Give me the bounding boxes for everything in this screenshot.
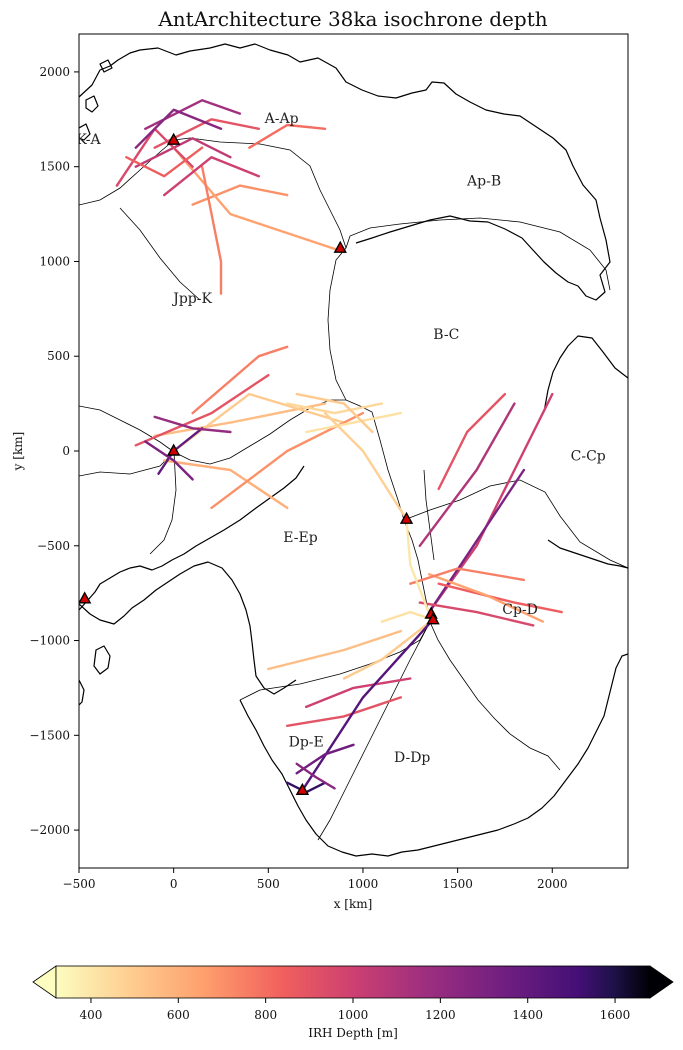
radar-track xyxy=(323,411,408,521)
radar-track xyxy=(418,601,535,627)
x-tick-label: 500 xyxy=(257,877,280,891)
radar-track xyxy=(295,762,336,790)
x-tick-label: −500 xyxy=(63,877,96,891)
radar-track xyxy=(134,374,270,447)
colorbar-extend-low xyxy=(32,965,57,999)
radar-track xyxy=(409,567,526,585)
y-axis-label: y [km] xyxy=(11,432,25,472)
colorbar-tick-label: 800 xyxy=(254,1008,277,1022)
radar-track xyxy=(380,610,435,623)
radar-track xyxy=(428,468,526,614)
coastline xyxy=(79,43,628,857)
radar-track xyxy=(153,402,327,437)
region-label: C-Cp xyxy=(571,449,606,465)
y-tick-label: −1500 xyxy=(29,728,70,742)
map-area: K-A A-Ap Ap-B Jpp-K B-C C-Cp E-Ep Cp-D Dp-E D-Dp xyxy=(76,43,628,857)
y-tick-label: 1000 xyxy=(39,254,70,268)
region-label: Cp-D xyxy=(502,602,538,618)
colorbar-ticks: 400 600 800 1000 1200 1400 1600 xyxy=(79,998,630,1022)
colorbar-tick-label: 1200 xyxy=(425,1008,456,1022)
radar-track xyxy=(200,165,223,295)
radar-track xyxy=(125,146,204,178)
region-label: E-Ep xyxy=(283,530,317,546)
radar-track xyxy=(163,156,260,197)
ice-core-marker xyxy=(166,443,181,456)
region-label: Dp-E xyxy=(289,735,324,751)
radar-track xyxy=(342,618,435,680)
colorbar-tick-label: 600 xyxy=(167,1008,190,1022)
radar-track xyxy=(428,573,544,623)
radar-track xyxy=(172,392,346,453)
radar-track xyxy=(418,402,516,547)
y-tick-label: 500 xyxy=(47,349,70,363)
radar-track xyxy=(144,440,194,481)
radar-track xyxy=(305,677,412,709)
radar-track xyxy=(134,137,232,168)
colorbar-tick-label: 1400 xyxy=(512,1008,543,1022)
x-tick-label: 0 xyxy=(170,877,178,891)
colorbar-tick-label: 1000 xyxy=(338,1008,369,1022)
radar-tracks xyxy=(115,99,563,794)
region-label: D-Dp xyxy=(394,750,430,766)
region-label: Jpp-K xyxy=(171,291,212,307)
region-label: B-C xyxy=(433,327,459,343)
radar-track xyxy=(301,618,435,792)
radar-track xyxy=(153,415,232,434)
y-tick-label: −2000 xyxy=(29,823,70,837)
region-labels: K-A A-Ap Ap-B Jpp-K B-C C-Cp E-Ep Cp-D Dp-E D-Dp xyxy=(76,111,606,766)
basin-boundaries xyxy=(79,137,628,841)
radar-track xyxy=(295,392,374,434)
colorbar-gradient xyxy=(55,965,651,999)
ice-core-sites xyxy=(79,132,440,795)
radar-track xyxy=(248,123,327,149)
x-axis-label: x [km] xyxy=(334,897,373,911)
y-axis-ticks: 2000 1500 1000 500 0 −500 −1000 −1500 −2000 xyxy=(29,65,79,837)
radar-track xyxy=(191,345,289,415)
radar-track xyxy=(295,743,355,775)
ice-core-marker xyxy=(166,132,181,145)
radar-track xyxy=(286,696,402,727)
radar-track xyxy=(286,402,384,415)
ice-core-marker xyxy=(295,782,310,795)
y-tick-label: 2000 xyxy=(39,65,70,79)
x-tick-label: 1500 xyxy=(442,877,473,891)
radar-track xyxy=(163,459,289,510)
colorbar-extend-high xyxy=(649,965,674,999)
region-label: A-Ap xyxy=(264,111,299,127)
ice-core-marker xyxy=(333,240,347,253)
ice-core-marker xyxy=(79,591,92,604)
ice-core-marker xyxy=(426,612,440,625)
radar-track xyxy=(437,582,563,614)
y-tick-label: −1000 xyxy=(29,634,70,648)
x-tick-label: 2000 xyxy=(537,877,568,891)
radar-track xyxy=(428,392,554,614)
radar-track xyxy=(305,411,402,434)
radar-track xyxy=(437,392,507,491)
colorbar: 400 600 800 1000 1200 1400 1600 IRH Depth [m] xyxy=(32,965,674,1040)
radar-track xyxy=(267,629,402,671)
colorbar-tick-label: 400 xyxy=(79,1008,102,1022)
x-tick-label: 1000 xyxy=(348,877,379,891)
colorbar-tick-label: 1600 xyxy=(600,1008,631,1022)
x-axis-ticks: −500 0 500 1000 1500 2000 xyxy=(63,868,568,891)
map-title: AntArchitecture 38ka isochrone depth xyxy=(157,7,547,31)
ice-core-marker xyxy=(399,511,414,524)
region-label: K-A xyxy=(76,132,101,148)
radar-track xyxy=(172,146,346,254)
y-tick-label: −500 xyxy=(37,539,70,553)
colorbar-label: IRH Depth [m] xyxy=(308,1026,398,1040)
radar-track xyxy=(134,108,223,149)
radar-track xyxy=(405,518,431,616)
y-tick-label: 1500 xyxy=(39,160,70,174)
y-tick-label: 0 xyxy=(62,444,70,458)
region-label: Ap-B xyxy=(466,174,501,190)
